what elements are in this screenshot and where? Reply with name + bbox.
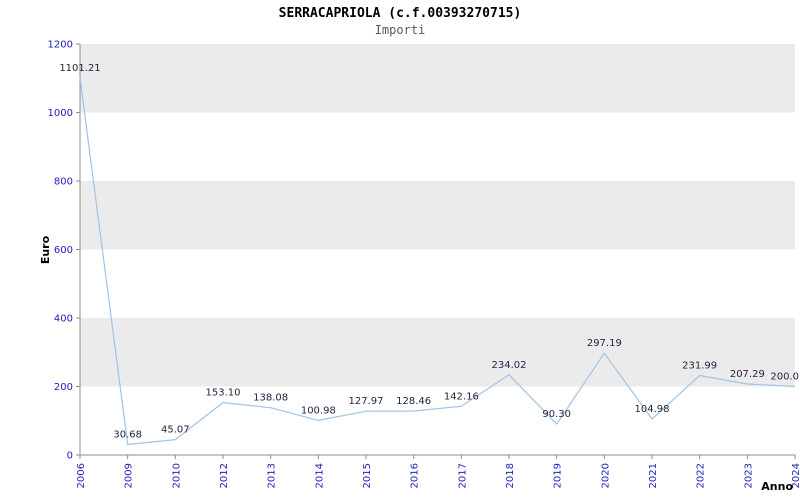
y-tick-label: 800	[54, 177, 73, 188]
x-tick-label: 2013	[267, 463, 278, 488]
x-tick-label: 2024	[791, 463, 800, 488]
series-line	[79, 77, 796, 446]
x-tick-label: 2021	[648, 463, 659, 488]
x-tick-label: 2006	[76, 463, 87, 488]
point-value-label: 30.68	[113, 429, 142, 440]
y-tick-label: 0	[67, 451, 73, 462]
point-value-label: 100.98	[301, 405, 336, 416]
plot-band	[80, 44, 795, 113]
data-series-line	[79, 77, 796, 446]
plot-bands	[80, 44, 795, 387]
y-tick-label: 200	[54, 382, 73, 393]
x-tick-label: 2012	[219, 463, 230, 488]
x-tick-label: 2017	[457, 463, 468, 488]
data-point-labels: 1101.21 30.68 45.07 153.10 138.08 100.98 127.9…	[59, 63, 799, 441]
x-tick-label: 2014	[314, 463, 325, 488]
y-axis-ticks: 0 200 400 600 800 1000 1200	[48, 40, 80, 462]
x-axis-ticks: 2006 2009 2010 2012 2013 2014 2015 2016 2017 2018…	[76, 455, 800, 488]
point-value-label: 297.19	[587, 338, 622, 349]
x-tick-label: 2016	[410, 463, 421, 488]
y-tick-label: 1200	[48, 40, 73, 51]
x-tick-label: 2022	[696, 463, 707, 488]
x-tick-label: 2015	[362, 463, 373, 488]
point-value-label: 104.98	[635, 404, 670, 415]
y-tick-label: 1000	[48, 108, 73, 119]
chart-title: SERRACAPRIOLA (c.f.00393270715)	[279, 6, 522, 21]
point-value-label: 234.02	[492, 360, 527, 371]
x-tick-label: 2020	[600, 463, 611, 488]
point-value-label: 142.16	[444, 391, 479, 402]
point-value-label: 153.10	[206, 388, 241, 399]
plot-band	[80, 181, 795, 250]
y-tick-label: 400	[54, 314, 73, 325]
x-tick-label: 2018	[505, 463, 516, 488]
point-value-label: 90.30	[542, 409, 571, 420]
point-value-label: 1101.21	[59, 63, 100, 74]
y-tick-label: 600	[54, 245, 73, 256]
y-axis-title: Euro	[39, 235, 52, 264]
point-value-label: 231.99	[682, 361, 717, 372]
point-value-label: 45.07	[161, 425, 190, 436]
chart-subtitle: Importi	[375, 23, 426, 37]
x-tick-label: 2009	[124, 463, 135, 488]
plot-band	[80, 318, 795, 387]
x-axis-title: Anno	[761, 480, 793, 493]
point-value-label: 138.08	[253, 393, 288, 404]
point-value-label: 207.29	[730, 369, 765, 380]
x-tick-label: 2023	[743, 463, 754, 488]
x-tick-label: 2019	[553, 463, 564, 488]
point-value-label: 127.97	[349, 396, 384, 407]
point-value-label: 128.46	[396, 396, 431, 407]
x-tick-label: 2010	[171, 463, 182, 488]
point-value-label: 200.0	[770, 372, 799, 383]
